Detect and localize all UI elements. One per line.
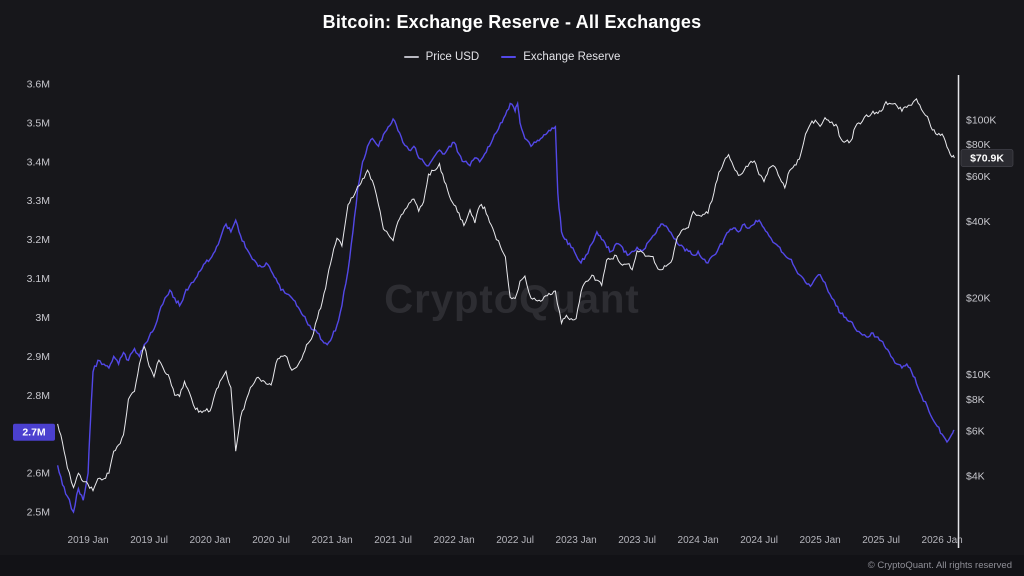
plot-area[interactable] xyxy=(56,98,955,514)
price-current-value: $70.9K xyxy=(970,153,1004,165)
left-axis-tick-label: 3.4M xyxy=(27,156,50,168)
left-axis-tick-label: 3.3M xyxy=(27,195,50,207)
x-axis-tick-label: 2019 Jul xyxy=(130,535,168,546)
x-axis-tick-label: 2020 Jul xyxy=(252,535,290,546)
right-axis-tick-label: $4K xyxy=(966,470,985,482)
copyright-text: © CryptoQuant. All rights reserved xyxy=(867,560,1012,571)
right-axis-tick-label: $6K xyxy=(966,426,985,438)
right-axis-tick-label: $60K xyxy=(966,171,991,183)
right-axis-tick-label: $10K xyxy=(966,369,991,381)
right-axis-tick-label: $40K xyxy=(966,216,991,228)
x-axis-tick-label: 2020 Jan xyxy=(190,535,231,546)
x-axis-tick-label: 2022 Jul xyxy=(496,535,534,546)
reserve-current-value: 2.7M xyxy=(22,427,46,439)
legend-item-price-usd[interactable]: Price USD xyxy=(403,51,480,63)
x-axis-tick-label: 2021 Jul xyxy=(374,535,412,546)
exchange-reserve-line xyxy=(56,100,955,514)
reserve-line-swatch-icon xyxy=(501,56,517,58)
left-axis-tick-label: 3.1M xyxy=(27,273,50,285)
left-axis-tick-label: 2.9M xyxy=(27,351,50,363)
price-usd-line xyxy=(57,98,955,492)
x-axis-tick-label: 2023 Jan xyxy=(556,535,597,546)
chart-legend: Price USD Exchange Reserve xyxy=(0,48,1024,66)
x-axis-tick-label: 2019 Jan xyxy=(68,535,109,546)
legend-label-price-usd: Price USD xyxy=(425,51,480,63)
left-axis-tick-label: 2.6M xyxy=(27,468,50,480)
footer-bar: © CryptoQuant. All rights reserved xyxy=(0,555,1024,576)
legend-item-exchange-reserve[interactable]: Exchange Reserve xyxy=(501,51,620,63)
reserve-badge-bg xyxy=(13,423,55,441)
x-axis-tick-label: 2024 Jan xyxy=(678,535,719,546)
price-line-swatch-icon xyxy=(403,56,419,58)
left-axis-tick-label: 3M xyxy=(35,312,50,324)
x-axis-tick-label: 2026 Jan xyxy=(922,535,963,546)
x-axis-tick-label: 2025 Jul xyxy=(862,535,900,546)
reserve-current-badge: 2.7M xyxy=(13,423,55,441)
x-axis-tick-label: 2023 Jul xyxy=(618,535,656,546)
right-axis-tick-label: $20K xyxy=(966,292,991,304)
left-axis-tick-label: 3.5M xyxy=(27,117,50,129)
price-current-badge: $70.9K xyxy=(960,149,1014,167)
left-axis-tick-label: 3.2M xyxy=(27,234,50,246)
x-axis-tick-label: 2025 Jan xyxy=(800,535,841,546)
right-axis-tick-label: $8K xyxy=(966,394,985,406)
page-title: Bitcoin: Exchange Reserve - All Exchange… xyxy=(322,12,702,32)
right-axis-tick-label: $100K xyxy=(966,115,996,127)
x-axis-tick-label: 2024 Jul xyxy=(740,535,778,546)
x-axis-tick-label: 2021 Jan xyxy=(312,535,353,546)
price-badge-bg xyxy=(960,149,1014,167)
left-axis-tick-label: 2.5M xyxy=(27,506,50,518)
legend-label-exchange-reserve: Exchange Reserve xyxy=(523,51,621,63)
x-axis-tick-label: 2022 Jan xyxy=(434,535,475,546)
left-axis-tick-label: 3.6M xyxy=(27,79,50,91)
left-axis-tick-label: 2.8M xyxy=(27,390,50,402)
right-axis-tick-label: $80K xyxy=(966,139,991,151)
